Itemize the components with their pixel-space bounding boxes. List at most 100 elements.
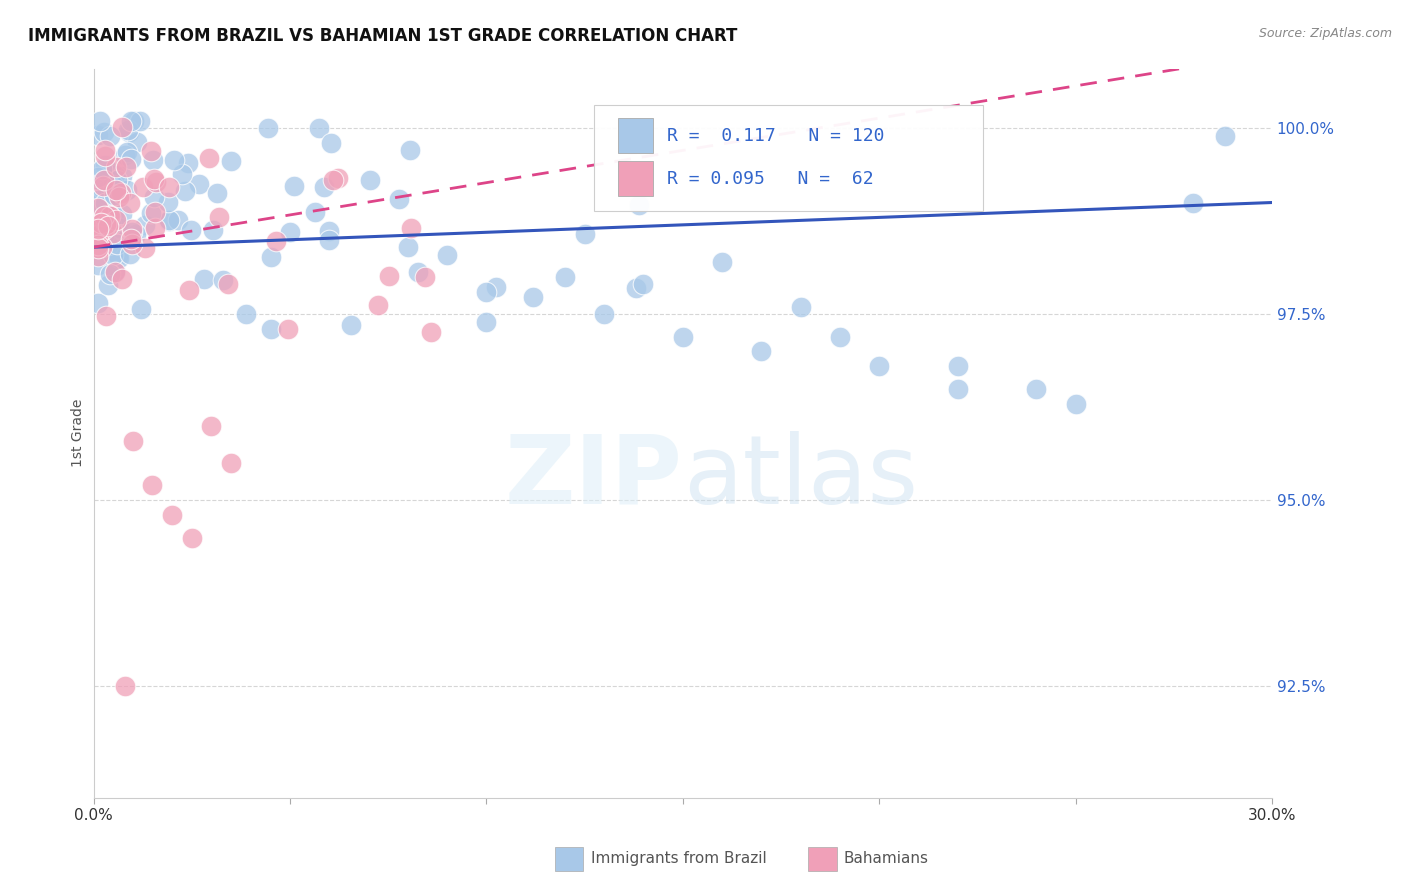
Point xyxy=(118,195,141,210)
Point xyxy=(946,359,969,374)
Point xyxy=(86,241,108,255)
Point xyxy=(86,194,108,208)
Point xyxy=(114,680,136,694)
Point xyxy=(86,202,108,216)
Point xyxy=(122,233,145,247)
Point xyxy=(367,298,389,312)
Point xyxy=(111,120,134,134)
Point xyxy=(117,123,139,137)
Point xyxy=(125,227,148,241)
Point xyxy=(134,218,156,232)
Point xyxy=(322,172,344,186)
Point xyxy=(86,201,108,215)
Point xyxy=(103,226,125,240)
Point xyxy=(97,238,120,252)
Point xyxy=(260,322,283,336)
Point xyxy=(93,227,115,242)
Point xyxy=(205,186,228,200)
Point xyxy=(620,136,643,151)
Point xyxy=(522,290,544,304)
Point xyxy=(235,307,257,321)
Point xyxy=(104,213,127,227)
Point xyxy=(139,206,162,220)
Point xyxy=(129,302,152,317)
Point xyxy=(257,121,280,136)
Point xyxy=(202,223,225,237)
Point xyxy=(128,113,150,128)
Point xyxy=(86,237,108,252)
Text: Immigrants from Brazil: Immigrants from Brazil xyxy=(591,852,766,866)
Point xyxy=(96,217,118,231)
Point xyxy=(120,152,142,166)
Point xyxy=(97,208,120,222)
Point xyxy=(105,219,128,233)
Point xyxy=(103,207,125,221)
Point xyxy=(107,249,129,263)
Point xyxy=(627,197,650,211)
Point xyxy=(120,113,142,128)
Point xyxy=(145,175,167,189)
Point xyxy=(132,179,155,194)
Point xyxy=(114,148,136,162)
Point xyxy=(277,321,299,335)
Point xyxy=(304,205,326,219)
Point xyxy=(90,216,112,230)
Point xyxy=(94,158,117,172)
Point xyxy=(420,326,443,340)
Point xyxy=(94,149,117,163)
Point xyxy=(105,173,128,187)
Point xyxy=(86,128,108,142)
FancyBboxPatch shape xyxy=(595,105,983,211)
Point xyxy=(485,280,508,294)
FancyBboxPatch shape xyxy=(617,161,654,196)
Point xyxy=(177,284,200,298)
Point xyxy=(868,359,890,374)
Point xyxy=(319,136,342,150)
Point xyxy=(163,153,186,168)
Point xyxy=(134,241,156,255)
Point xyxy=(97,203,120,218)
Point xyxy=(87,234,110,248)
Point xyxy=(100,209,122,223)
Point xyxy=(86,258,108,272)
Y-axis label: 1st Grade: 1st Grade xyxy=(72,399,86,467)
Text: R =  0.117   N = 120: R = 0.117 N = 120 xyxy=(668,127,884,145)
Point xyxy=(328,170,350,185)
Point xyxy=(554,269,576,284)
Point xyxy=(121,434,143,448)
Point xyxy=(139,144,162,158)
Text: Bahamians: Bahamians xyxy=(844,852,928,866)
Point xyxy=(121,225,143,239)
Point xyxy=(211,272,233,286)
Point xyxy=(180,223,202,237)
Point xyxy=(593,307,616,321)
Point xyxy=(1213,128,1236,143)
Point xyxy=(93,125,115,139)
Point xyxy=(157,213,180,227)
Point xyxy=(475,315,498,329)
Point xyxy=(86,222,108,236)
Point xyxy=(97,197,120,211)
Point xyxy=(86,249,108,263)
Point xyxy=(264,234,287,248)
Point xyxy=(86,295,108,310)
Point xyxy=(401,220,423,235)
Point xyxy=(219,456,242,470)
Point xyxy=(86,228,108,243)
Point xyxy=(1182,195,1205,210)
Point xyxy=(105,160,128,174)
Point xyxy=(105,236,128,251)
Point xyxy=(110,220,132,235)
Point xyxy=(115,160,138,174)
Point xyxy=(200,418,222,433)
Point xyxy=(86,169,108,184)
Point xyxy=(208,210,231,224)
Point xyxy=(217,277,239,292)
Point xyxy=(318,224,340,238)
Point xyxy=(115,183,138,197)
Point xyxy=(91,179,114,194)
Point xyxy=(259,250,281,264)
Text: atlas: atlas xyxy=(683,431,918,524)
Point xyxy=(97,278,120,293)
Point xyxy=(633,277,655,292)
